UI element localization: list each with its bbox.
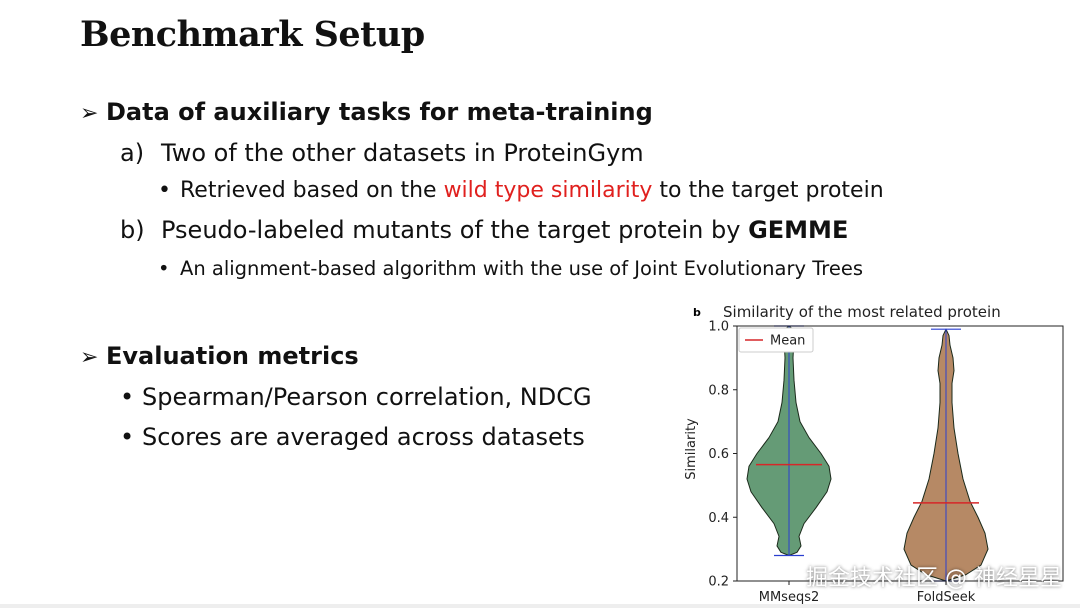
legend-mean-label: Mean <box>770 334 805 349</box>
item-b-subbullet: • An alignment-based algorithm with the u… <box>158 257 863 280</box>
violin-chart: b Similarity of the most related protein… <box>684 303 1064 605</box>
arrow-bullet-icon: ➢ <box>80 345 99 370</box>
item-b-text: Pseudo-labeled mutants of the target pro… <box>161 216 749 244</box>
item-b-bold: GEMME <box>748 216 849 244</box>
eval-item-text: Spearman/Pearson correlation, NDCG <box>142 383 592 411</box>
item-b: b) Pseudo-labeled mutants of the target p… <box>120 216 848 244</box>
item-a-sub-before: Retrieved based on the <box>180 178 444 203</box>
item-b-sub-text: An alignment-based algorithm with the us… <box>180 257 864 280</box>
eval-item-2: • Scores are averaged across datasets <box>120 423 585 451</box>
bullet-icon: • <box>120 383 135 411</box>
item-a-marker: a) <box>120 139 145 167</box>
plot-frame <box>736 325 1064 582</box>
bullet-icon: • <box>158 257 170 280</box>
chart-panel-label: b <box>693 306 701 319</box>
bullet-icon: • <box>120 423 135 451</box>
item-a-subbullet: • Retrieved based on the wild type simila… <box>158 178 884 203</box>
eval-item-text: Scores are averaged across datasets <box>142 423 585 451</box>
section-heading-evaluation: Evaluation metrics <box>106 342 359 370</box>
plot-area <box>746 325 989 582</box>
item-a-sub-after: to the target protein <box>652 178 884 203</box>
chart-legend: Mean <box>738 327 814 353</box>
item-a: a) Two of the other datasets in ProteinGy… <box>120 139 644 167</box>
section-heading-data: Data of auxiliary tasks for meta-trainin… <box>106 98 653 126</box>
bottom-divider <box>0 604 1080 608</box>
slide-title: Benchmark Setup <box>80 14 425 55</box>
chart-title: Similarity of the most related protein <box>723 303 1001 321</box>
y-tick-label: 0.8 <box>708 383 729 398</box>
x-tick-label: MMseqs2 <box>759 590 820 605</box>
item-b-marker: b) <box>120 216 145 244</box>
arrow-bullet-icon: ➢ <box>80 101 99 126</box>
watermark: 掘金技术社区 @ 神经星星 <box>806 566 1062 591</box>
y-tick-label: 1.0 <box>708 320 729 335</box>
y-tick-label: 0.2 <box>708 575 729 590</box>
y-tick-label: 0.4 <box>708 511 729 526</box>
section-evaluation: ➢ Evaluation metrics <box>80 342 359 370</box>
section-data-auxiliary: ➢ Data of auxiliary tasks for meta-traini… <box>80 98 653 126</box>
x-axis: MMseqs2 FoldSeek <box>759 581 976 605</box>
legend-box <box>738 327 814 353</box>
y-tick-label: 0.6 <box>708 447 729 462</box>
item-a-sub-highlight: wild type similarity <box>443 178 653 203</box>
chart-ylabel: Similarity <box>684 418 699 480</box>
eval-item-1: • Spearman/Pearson correlation, NDCG <box>120 383 592 411</box>
item-a-text: Two of the other datasets in ProteinGym <box>161 139 644 167</box>
x-tick-label: FoldSeek <box>917 590 976 605</box>
y-axis: 0.2 0.4 0.6 0.8 1.0 <box>708 320 737 590</box>
bullet-icon: • <box>158 178 171 203</box>
